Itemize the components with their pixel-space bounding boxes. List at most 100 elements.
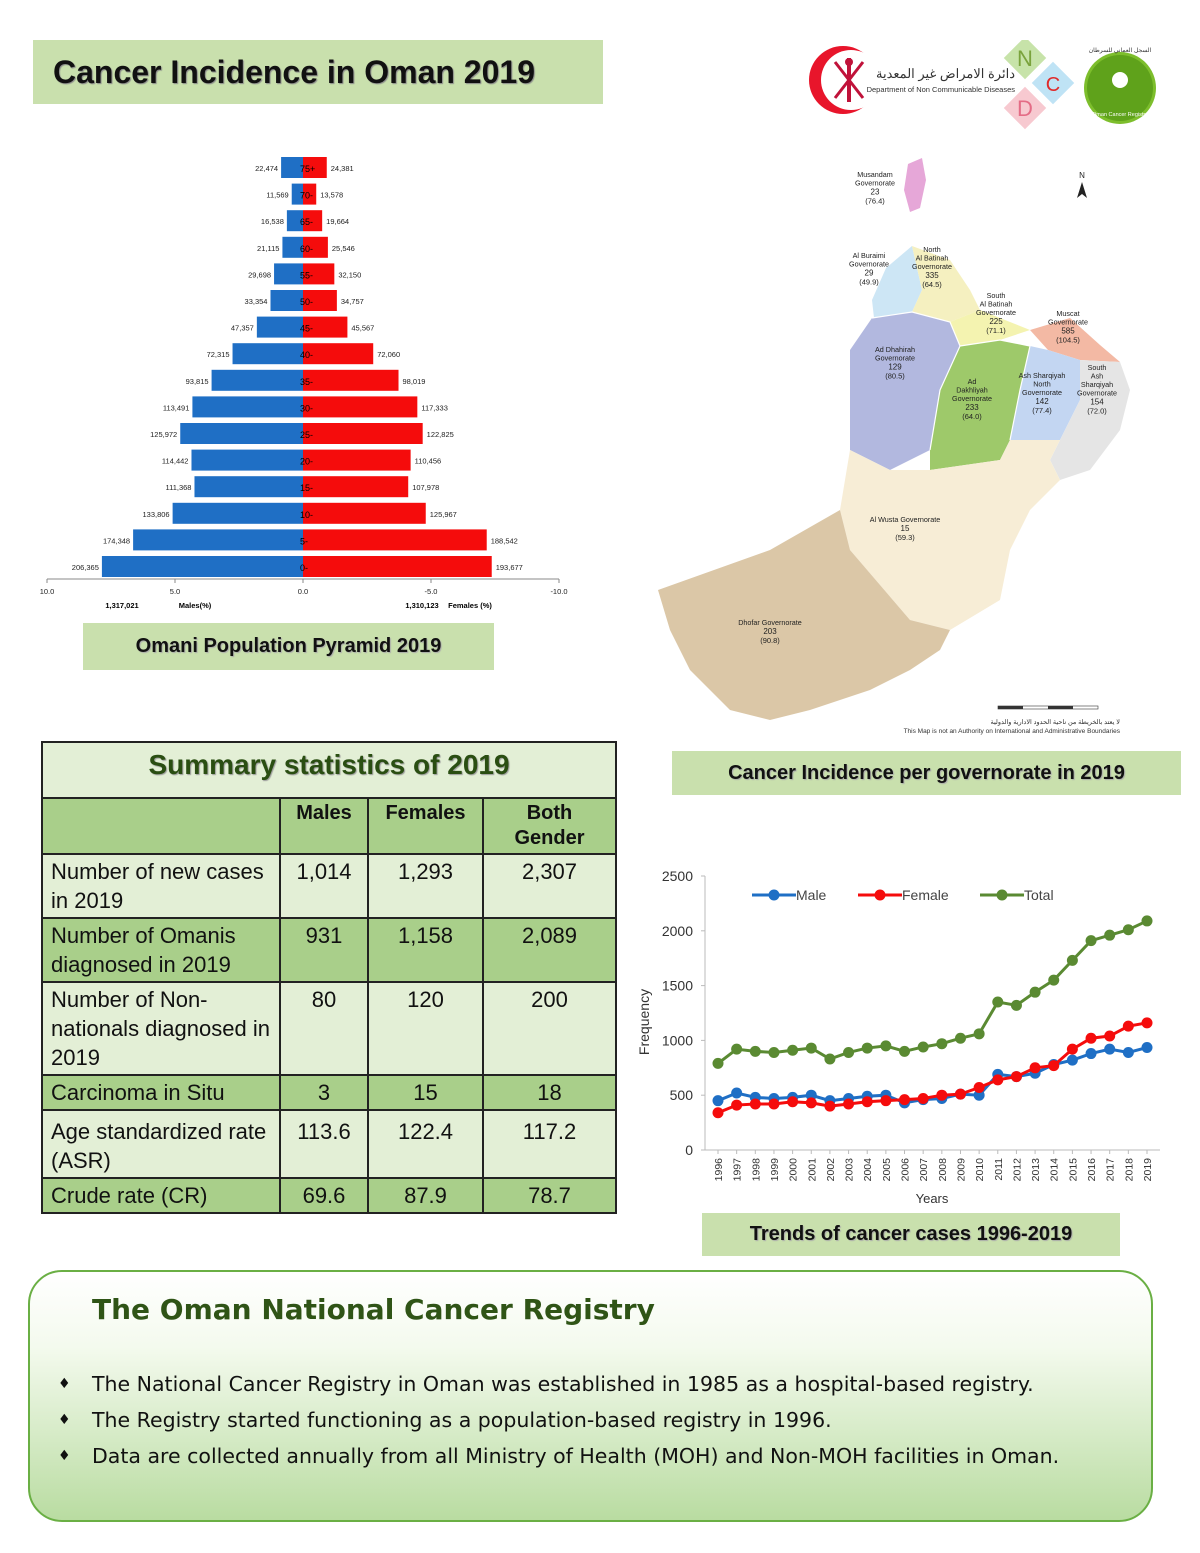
female-total: 1,310,123: [405, 601, 438, 610]
governorate-cases: 29: [865, 269, 874, 278]
data-point-female: [843, 1098, 855, 1110]
male-value-label: 174,348: [103, 536, 130, 545]
governorate-name: Musandam Governorate: [855, 170, 895, 188]
governorate-asr: (49.9): [859, 278, 879, 287]
trend-x-tick-label: 2016: [1086, 1158, 1098, 1182]
series-line-male: [717, 1046, 1148, 1105]
governorate-name: Al Buraimi Governorate: [849, 251, 889, 269]
female-value-label: 125,967: [430, 510, 457, 519]
male-bar: [172, 502, 303, 524]
governorate-name: South Ash Sharqiyah Governorate: [1077, 363, 1117, 398]
cell-value: 1,158: [367, 917, 484, 983]
cell-value: 80: [279, 981, 369, 1076]
data-point-total: [880, 1040, 892, 1052]
female-bar: [303, 529, 487, 551]
registry-text-en: Oman Cancer Registry: [1092, 112, 1148, 118]
female-value-label: 19,664: [326, 217, 349, 226]
governorate-asr: (77.4): [1032, 406, 1052, 415]
region-wusta: [840, 440, 1060, 630]
region-dhahirah: [850, 312, 960, 470]
data-point-total: [1010, 999, 1022, 1011]
male-value-label: 16,538: [261, 217, 284, 226]
governorate-cases: 154: [1090, 398, 1104, 407]
male-value-label: 33,354: [245, 297, 268, 306]
trend-chart: 0 500 1000 1500 2000 2500 1996 1997 1998 1999 2000…: [636, 868, 1160, 1206]
female-axis-label: Females (%): [448, 601, 492, 610]
page-title: Cancer Incidence in Oman 2019: [53, 53, 535, 90]
cell-value: 2,307: [482, 853, 617, 919]
cell-value: 113.6: [279, 1109, 369, 1179]
male-value-label: 22,474: [255, 164, 278, 173]
data-point-total: [749, 1045, 761, 1057]
age-group-label: 5-: [300, 536, 308, 546]
trend-y-tick-label: 1500: [662, 978, 693, 994]
data-point-total: [992, 996, 1004, 1008]
male-value-label: 72,315: [207, 350, 230, 359]
legend-marker: [768, 889, 780, 901]
male-value-label: 47,357: [231, 324, 254, 333]
governorate-asr: (76.4): [865, 197, 885, 206]
legend-label: Male: [796, 887, 827, 903]
data-point-total: [1048, 974, 1060, 986]
age-group-label: 50-: [300, 297, 313, 307]
governorate-asr: (64.0): [962, 412, 982, 421]
male-value-label: 21,115: [257, 244, 279, 253]
data-point-male: [1104, 1043, 1116, 1055]
age-group-label: 60-: [300, 244, 313, 254]
governorate-asr: (90.8): [760, 636, 780, 645]
governorate-name: Ash Sharqiyah North Governorate: [1019, 371, 1066, 397]
governorate-cases: 585: [1061, 327, 1075, 336]
summary-title: Summary statistics of 2019: [41, 741, 617, 799]
trend-x-tick-label: 2001: [806, 1158, 818, 1182]
trend-x-tick-label: 2012: [1011, 1158, 1023, 1182]
registry-logo: السجل العماني للسرطان Oman Cancer Regist…: [1084, 47, 1156, 124]
ncd-letter-d: D: [1017, 96, 1033, 121]
row-label: Number of new cases in 2019: [41, 853, 281, 919]
age-group-label: 20-: [300, 457, 313, 467]
female-value-label: 122,825: [427, 430, 454, 439]
list-item: ♦ The National Cancer Registry in Oman wa…: [58, 1366, 1128, 1402]
trend-x-tick-label: 2007: [918, 1158, 930, 1182]
trend-x-tick-label: 2019: [1142, 1158, 1154, 1182]
row-label: Crude rate (CR): [41, 1177, 281, 1214]
data-point-total: [917, 1041, 929, 1053]
logos-area: دائرة الامراض غير المعدية Department of …: [805, 36, 1165, 130]
trend-x-tick-label: 2008: [937, 1158, 949, 1182]
trend-x-tick-label: 2010: [974, 1158, 986, 1182]
data-point-total: [1122, 924, 1134, 936]
female-value-label: 45,567: [351, 324, 374, 333]
summary-col-both: Both Gender: [482, 797, 617, 855]
data-point-male: [1066, 1054, 1078, 1066]
governorate-cases: 15: [901, 524, 910, 533]
governorate-asr: (80.5): [885, 372, 905, 381]
moh-text-en: Department of Non Communicable Diseases: [867, 85, 1016, 94]
male-value-label: 206,365: [72, 563, 99, 572]
data-point-total: [973, 1028, 985, 1040]
governorate-name: North Al Batinah Governorate: [912, 245, 952, 271]
cell-value: 1,014: [279, 853, 369, 919]
data-point-female: [1010, 1071, 1022, 1083]
governorate-asr: (104.5): [1056, 336, 1080, 345]
male-bar: [232, 343, 303, 365]
region-north-batinah: [912, 246, 980, 322]
male-value-label: 11,569: [266, 191, 288, 200]
row-label: Carcinoma in Situ: [41, 1074, 281, 1111]
summary-col-females: Females: [367, 797, 484, 855]
data-point-female: [973, 1082, 985, 1094]
legend-marker: [874, 889, 886, 901]
registry-point: The National Cancer Registry in Oman was…: [92, 1372, 1034, 1396]
legend-label: Female: [902, 887, 949, 903]
male-axis-label: Males(%): [179, 601, 212, 610]
female-value-label: 32,150: [338, 270, 361, 279]
age-group-label: 15-: [300, 483, 313, 493]
female-value-label: 107,978: [412, 483, 439, 492]
female-value-label: 34,757: [341, 297, 364, 306]
male-value-label: 93,815: [186, 377, 209, 386]
female-bar: [303, 476, 409, 498]
data-point-female: [861, 1096, 873, 1108]
cell-value: 78.7: [482, 1177, 617, 1214]
registry-point: The Registry started functioning as a po…: [92, 1408, 832, 1432]
data-point-female: [880, 1095, 892, 1107]
data-point-male: [731, 1087, 743, 1099]
governorate-cases: 335: [925, 271, 939, 280]
